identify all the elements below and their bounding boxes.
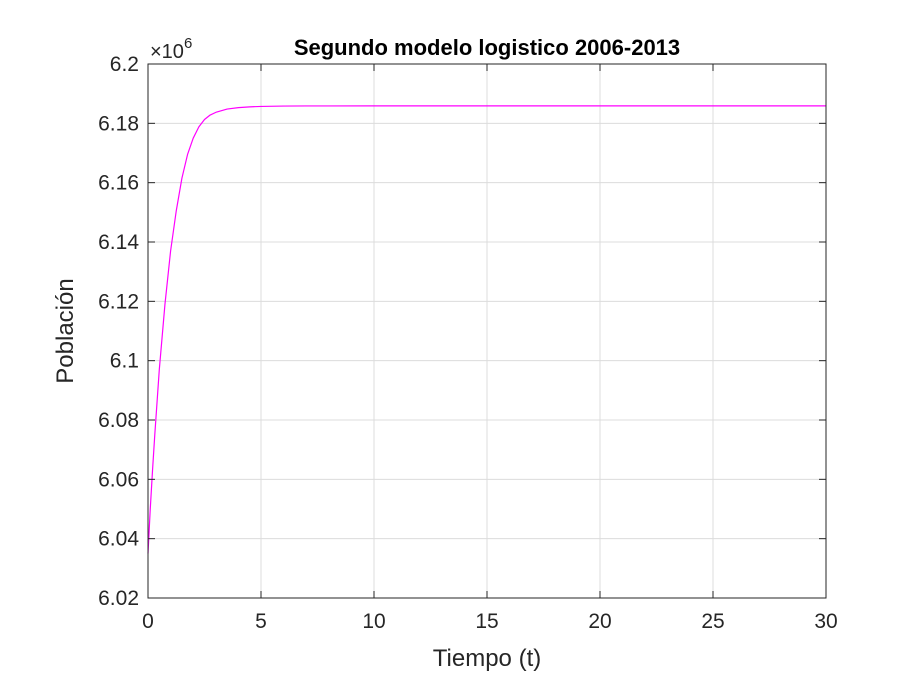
series-line [147,105,826,554]
x-tick-label: 25 [701,610,724,633]
y-tick-label: 6.2 [110,53,139,76]
x-tick-label: 5 [255,610,267,633]
tick-labels: 0 5 10 15 20 25 30 6.02 6.04 6.06 6.08 6.1 6.12 6.14 6… [98,53,838,633]
y-exponent-power: 6 [184,35,192,52]
x-tick-label: 30 [814,610,837,633]
y-tick-label: 6.18 [98,112,139,135]
x-tick-label: 15 [475,610,498,633]
series-layer [147,105,826,554]
y-tick-label: 6.14 [98,231,139,254]
y-tick-label: 6.12 [98,290,139,313]
y-exponent-base: ×10 [150,41,184,63]
y-tick-label: 6.1 [110,350,139,373]
y-tick-label: 6.08 [98,409,139,432]
x-tick-label: 0 [142,610,154,633]
ticks [147,63,827,599]
chart-title: Segundo modelo logistico 2006-2013 [294,35,680,60]
y-tick-label: 6.06 [98,468,139,491]
x-tick-label: 20 [588,610,611,633]
x-tick-label: 10 [362,610,385,633]
y-tick-label: 6.16 [98,172,139,195]
y-axis-label: Población [52,278,79,383]
y-tick-label: 6.02 [98,587,139,610]
y-tick-label: 6.04 [98,528,139,551]
x-axis-label: Tiempo (t) [433,645,541,672]
y-exponent-label: ×106 [150,35,192,63]
